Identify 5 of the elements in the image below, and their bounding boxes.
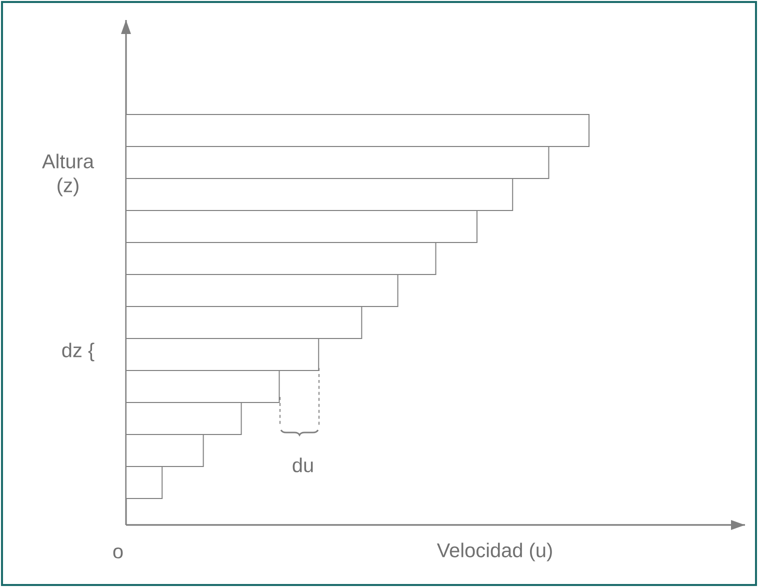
- annotation: du: [292, 458, 313, 472]
- x-axis-title: Velocidad (u): [436, 542, 552, 562]
- text: o: [113, 548, 123, 558]
- text: dz {: [62, 342, 94, 362]
- y-axis-title: Altura (z): [42, 154, 94, 196]
